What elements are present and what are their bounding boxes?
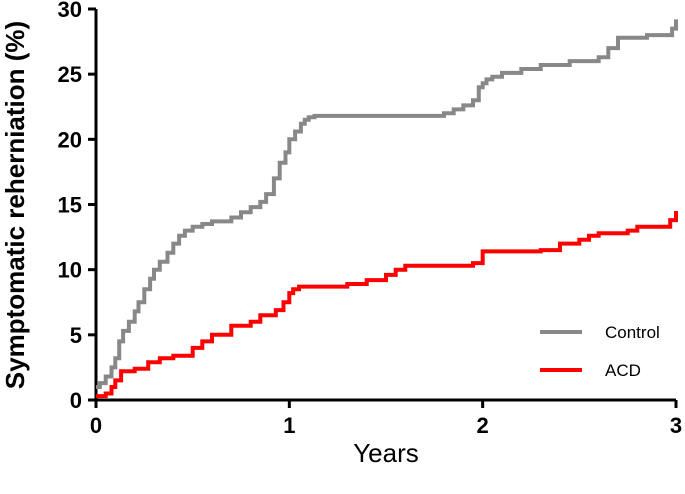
- y-tick-label: 10: [58, 258, 82, 283]
- y-tick-label: 15: [58, 193, 82, 218]
- y-tick-label: 30: [58, 0, 82, 22]
- y-tick-label: 25: [58, 62, 82, 87]
- x-tick-label: 0: [90, 413, 102, 438]
- y-ticks: 0 5 10 15 20 25 30: [58, 0, 96, 413]
- y-tick-label: 20: [58, 127, 82, 152]
- series-line-control: [96, 19, 678, 389]
- x-ticks: 0 1 2 3: [90, 400, 682, 438]
- axes: [94, 9, 676, 402]
- legend-label-acd: ACD: [605, 361, 641, 380]
- x-tick-label: 2: [477, 413, 489, 438]
- y-tick-label: 5: [70, 323, 82, 348]
- x-tick-label: 3: [670, 413, 682, 438]
- y-axis-title: Symptomatic reherniation (%): [0, 21, 30, 389]
- x-tick-label: 1: [283, 413, 295, 438]
- series-line-acd: [96, 211, 678, 399]
- legend-label-control: Control: [605, 323, 660, 342]
- legend: Control ACD: [540, 323, 660, 380]
- series-layer: [96, 19, 678, 399]
- x-axis-title: Years: [353, 438, 419, 468]
- y-tick-label: 0: [70, 388, 82, 413]
